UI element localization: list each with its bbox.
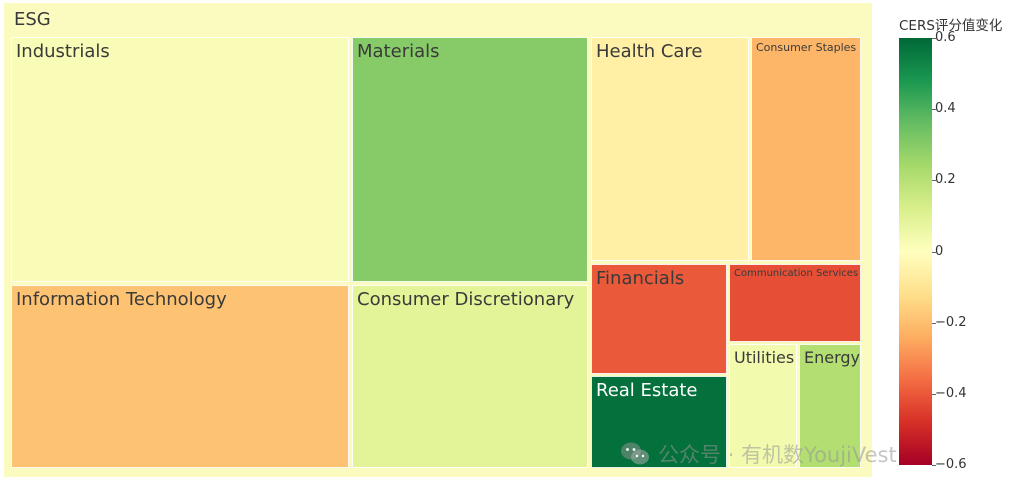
colorbar-tick-mark	[932, 394, 936, 395]
treemap-tile-energy[interactable]: Energy	[799, 344, 861, 468]
wechat-icon	[621, 442, 649, 465]
colorbar	[899, 38, 932, 465]
colorbar-tick-mark	[932, 180, 936, 181]
treemap-tile-real-estate[interactable]: Real Estate	[591, 376, 727, 468]
treemap-tile-label: Health Care	[596, 41, 703, 62]
treemap-tile-label: Materials	[357, 41, 440, 62]
treemap-tile-industrials[interactable]: Industrials	[11, 37, 349, 282]
colorbar-tick-label: −0.2	[935, 315, 967, 330]
colorbar-tick-mark	[932, 252, 936, 253]
colorbar-title: CERS评分值变化	[899, 18, 1003, 34]
colorbar-tick-label: 0	[935, 244, 944, 259]
colorbar-tick-label: 0.6	[935, 30, 956, 45]
treemap-tile-health-care[interactable]: Health Care	[591, 37, 749, 261]
treemap-tile-information-technology[interactable]: Information Technology	[11, 285, 349, 468]
treemap-tile-materials[interactable]: Materials	[352, 37, 588, 282]
colorbar-tick-label: 0.4	[935, 101, 956, 116]
colorbar-tick-mark	[932, 323, 936, 324]
treemap-tile-label: Utilities	[734, 348, 795, 367]
treemap-tile-utilities[interactable]: Utilities	[729, 344, 797, 468]
treemap-tile-consumer-discretionary[interactable]: Consumer Discretionary	[352, 285, 588, 468]
colorbar-tick-mark	[932, 465, 936, 466]
treemap-tile-communication-services[interactable]: Communication Services	[729, 264, 861, 342]
treemap-tile-label: Industrials	[16, 41, 110, 62]
colorbar-tick-label: −0.6	[935, 457, 967, 472]
treemap-tile-label: Communication Services	[734, 268, 859, 279]
treemap-tile-label: Energy	[804, 348, 861, 367]
watermark-text: 公众号 · 有机数YoujiVest	[658, 443, 897, 467]
treemap-tile-label: Consumer Staples	[756, 41, 857, 54]
treemap-tile-label: Information Technology	[16, 289, 227, 310]
colorbar-tick-mark	[932, 109, 936, 110]
colorbar-tick-label: 0.2	[935, 172, 956, 187]
treemap-tile-consumer-staples[interactable]: Consumer Staples	[751, 37, 861, 261]
treemap-tile-label: Consumer Discretionary	[357, 289, 575, 310]
colorbar-tick-label: −0.4	[935, 386, 967, 401]
colorbar-tick-mark	[932, 38, 936, 39]
treemap-root-label: ESG	[14, 9, 51, 30]
treemap-tile-financials[interactable]: Financials	[591, 264, 727, 374]
treemap-tile-label: Real Estate	[596, 380, 698, 401]
watermark: 公众号 · 有机数YoujiVest	[620, 440, 897, 468]
treemap-tile-label: Financials	[596, 268, 685, 289]
